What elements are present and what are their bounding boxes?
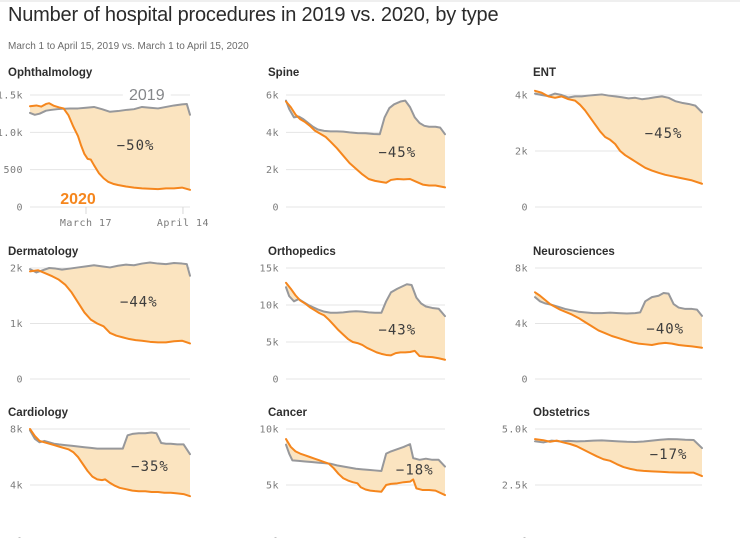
y-tick-label: 1k xyxy=(10,319,23,330)
x-tick-label: March 17 xyxy=(60,218,112,229)
y-tick-label: 4k xyxy=(266,128,279,139)
series-label-2020: 2020 xyxy=(60,191,96,208)
pct-change-label: −44% xyxy=(120,294,158,310)
pct-change-label: −40% xyxy=(646,321,684,337)
y-tick-label: 4k xyxy=(515,319,528,330)
y-tick-label: 8k xyxy=(10,425,23,436)
y-tick-label: 0 xyxy=(16,203,23,214)
y-tick-label: 2k xyxy=(515,147,528,158)
y-tick-label: 10k xyxy=(259,301,279,312)
band-fill xyxy=(535,292,702,348)
chart-title-ent: ENT xyxy=(533,67,556,79)
pct-change-label: −17% xyxy=(650,447,688,463)
y-tick-label: 0 xyxy=(521,375,528,386)
series-label-2019: 2019 xyxy=(129,87,165,104)
y-tick-label: 2k xyxy=(10,264,23,275)
y-tick-label: 10k xyxy=(259,425,279,436)
band-fill xyxy=(30,262,190,343)
band-fill xyxy=(30,103,190,190)
chart-title-cardiology: Cardiology xyxy=(8,407,68,419)
y-tick-label: 0 xyxy=(521,203,528,214)
chart-title-ophthalmology: Ophthalmology xyxy=(8,67,92,79)
chart-title-neurosciences: Neurosciences xyxy=(533,246,615,258)
y-tick-label: 1.5k xyxy=(0,91,23,102)
chart-spine: 6k 4k 2k 0 −45% xyxy=(266,91,445,214)
y-tick-label: 2k xyxy=(266,165,279,176)
chart-title-orthopedics: Orthopedics xyxy=(268,246,336,258)
y-tick-label: 500 xyxy=(3,165,23,176)
chart-title-cancer: Cancer xyxy=(268,407,307,419)
y-tick-label: 4k xyxy=(515,91,528,102)
y-tick-label: 4k xyxy=(10,481,23,492)
y-tick-label: 0 xyxy=(272,203,279,214)
pct-change-label: −45% xyxy=(378,145,416,161)
y-tick-label: 15k xyxy=(259,264,279,275)
chart-ophthalmology: 1.5k 1.0k 500 0 −50% March 17 April 14 2019 2020 xyxy=(0,87,209,229)
chart-title-obstetrics: Obstetrics xyxy=(533,407,590,419)
pct-change-label: −43% xyxy=(378,322,416,338)
chart-obstetrics: 5.0k2.5k0−17% xyxy=(502,425,702,538)
pct-change-label: −50% xyxy=(117,138,155,154)
pct-change-label: −18% xyxy=(396,462,434,478)
y-tick-label: 0 xyxy=(272,375,279,386)
y-tick-label: 5.0k xyxy=(502,425,528,436)
x-tick-label: April 14 xyxy=(157,218,209,229)
chart-orthopedics: 15k 10k 5k 0 −43% xyxy=(259,264,445,386)
chart-title-dermatology: Dermatology xyxy=(8,246,78,258)
y-tick-label: 1.0k xyxy=(0,128,23,139)
band-fill xyxy=(286,101,445,188)
y-tick-label: 2.5k xyxy=(502,481,528,492)
pct-change-label: −45% xyxy=(645,126,683,142)
pct-change-label: −35% xyxy=(131,459,169,475)
chart-title-spine: Spine xyxy=(268,67,299,79)
chart-neurosciences: 8k 4k 0 −40% xyxy=(515,264,702,386)
y-tick-label: 5k xyxy=(266,481,279,492)
y-tick-label: 8k xyxy=(515,264,528,275)
chart-dermatology: 2k 1k 0 −44% xyxy=(10,262,190,385)
y-tick-label: 5k xyxy=(266,338,279,349)
y-tick-label: 0 xyxy=(16,375,23,386)
y-tick-label: 6k xyxy=(266,91,279,102)
chart-ent: 4k 2k 0 −45% xyxy=(515,91,702,214)
band-fill xyxy=(286,283,445,360)
